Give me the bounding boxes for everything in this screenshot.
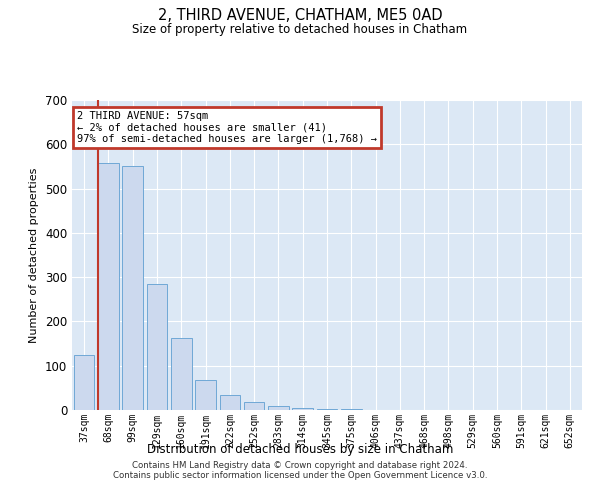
Text: Contains HM Land Registry data © Crown copyright and database right 2024.
Contai: Contains HM Land Registry data © Crown c…	[113, 460, 487, 480]
Bar	[292, 408, 313, 410]
Bar	[220, 395, 240, 410]
Text: Size of property relative to detached houses in Chatham: Size of property relative to detached ho…	[133, 22, 467, 36]
Bar	[74, 354, 94, 410]
Bar	[317, 408, 337, 410]
Y-axis label: Number of detached properties: Number of detached properties	[29, 168, 40, 342]
Text: Distribution of detached houses by size in Chatham: Distribution of detached houses by size …	[147, 442, 453, 456]
Text: 2 THIRD AVENUE: 57sqm
← 2% of detached houses are smaller (41)
97% of semi-detac: 2 THIRD AVENUE: 57sqm ← 2% of detached h…	[77, 111, 377, 144]
Bar	[146, 284, 167, 410]
Bar	[268, 406, 289, 410]
Bar	[195, 380, 216, 410]
Text: 2, THIRD AVENUE, CHATHAM, ME5 0AD: 2, THIRD AVENUE, CHATHAM, ME5 0AD	[158, 8, 442, 22]
Bar	[122, 166, 143, 410]
Bar	[341, 408, 362, 410]
Bar	[171, 338, 191, 410]
Bar	[98, 163, 119, 410]
Bar	[244, 402, 265, 410]
